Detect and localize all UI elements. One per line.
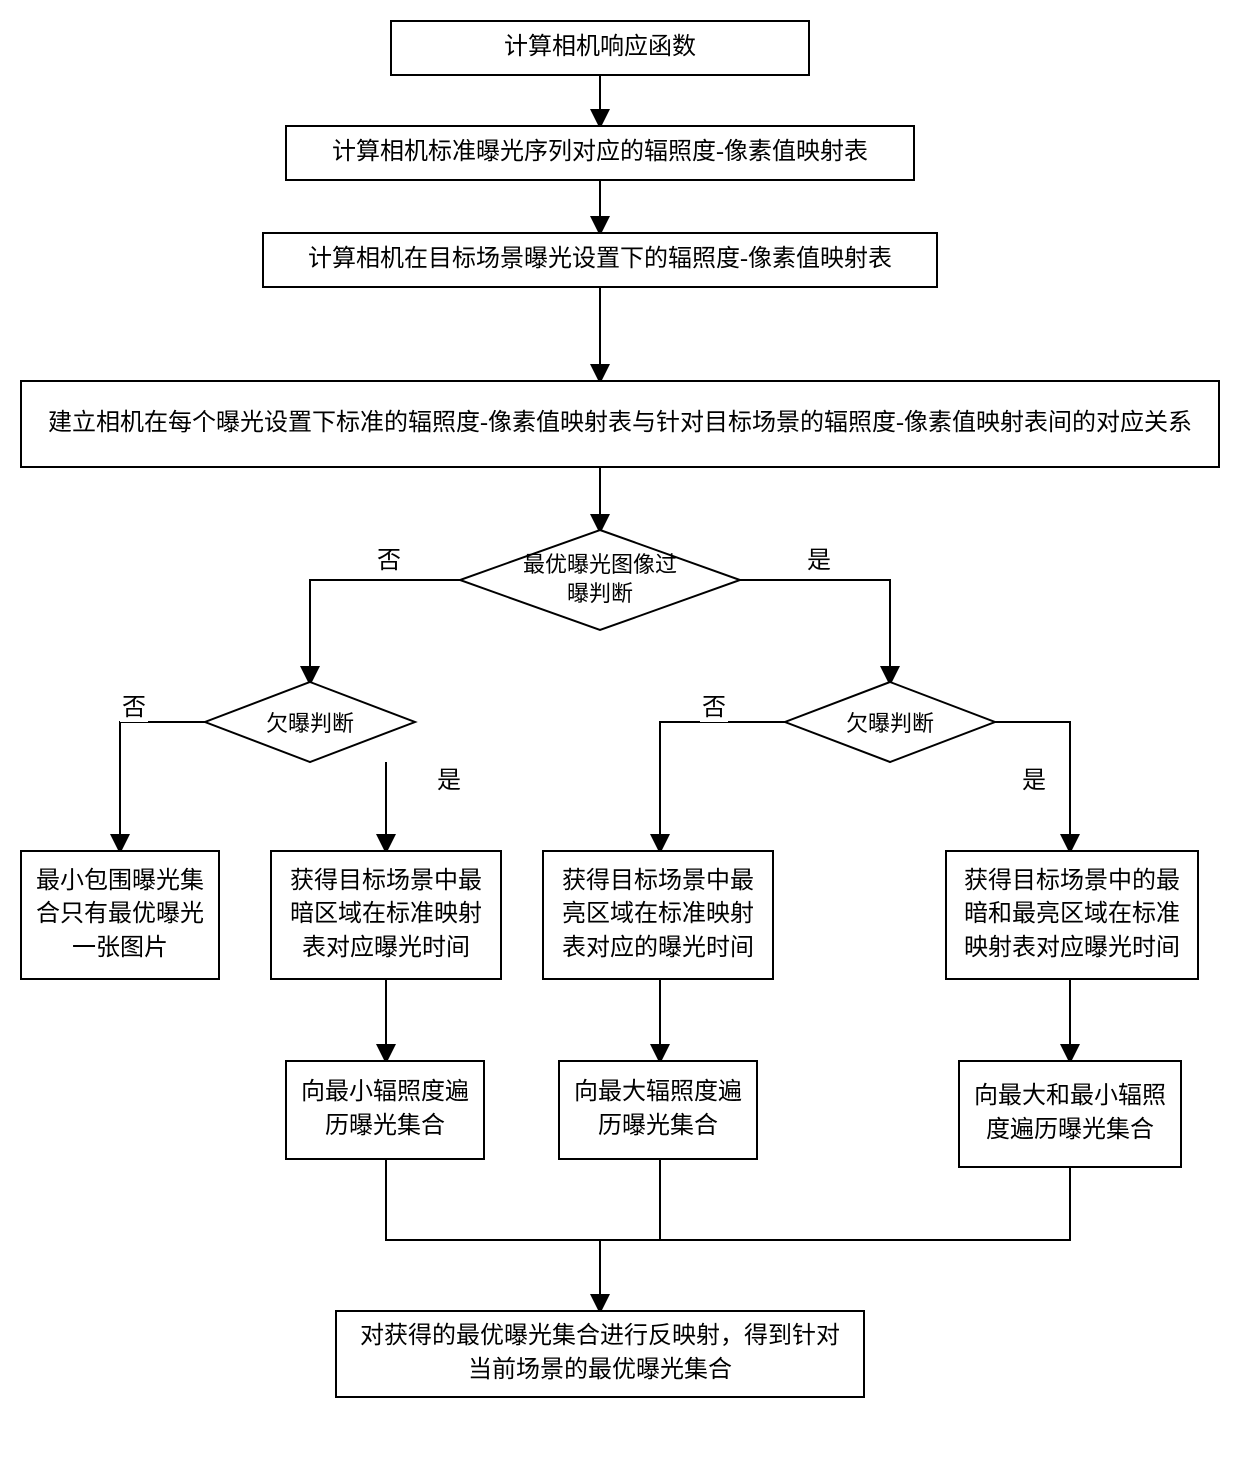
- diamond-d2-text: 欠曝判断: [205, 682, 415, 762]
- edge-label-l6: 是: [1020, 760, 1048, 795]
- edge-label-l2: 是: [805, 540, 833, 575]
- label-text: 是: [807, 548, 831, 574]
- node-r2: 获得目标场景中最暗区域在标准映射表对应曝光时间: [270, 850, 502, 980]
- edge-label-l4: 是: [435, 760, 463, 795]
- label-text: 是: [1022, 768, 1046, 794]
- node-text: 向最小辐照度遍历曝光集合: [299, 1076, 471, 1143]
- node-r4: 获得目标场景中的最暗和最亮区域在标准映射表对应曝光时间: [945, 850, 1199, 980]
- node-text: 最优曝光图像过曝判断: [515, 551, 685, 608]
- label-text: 否: [377, 548, 401, 574]
- node-text: 最小包围曝光集合只有最优曝光一张图片: [34, 865, 206, 966]
- node-text: 计算相机响应函数: [504, 31, 696, 65]
- flowchart-arrows: [0, 0, 1240, 1462]
- node-n2: 计算相机标准曝光序列对应的辐照度-像素值映射表: [285, 125, 915, 181]
- edge-label-l5: 否: [700, 687, 728, 722]
- node-text: 向最大辐照度遍历曝光集合: [572, 1076, 744, 1143]
- label-text: 是: [437, 768, 461, 794]
- node-r5: 向最小辐照度遍历曝光集合: [285, 1060, 485, 1160]
- node-text: 获得目标场景中最亮区域在标准映射表对应的曝光时间: [556, 865, 760, 966]
- node-text: 欠曝判断: [846, 706, 934, 738]
- node-n1: 计算相机响应函数: [390, 20, 810, 76]
- node-text: 计算相机在目标场景曝光设置下的辐照度-像素值映射表: [308, 243, 892, 277]
- label-text: 否: [122, 695, 146, 721]
- node-text: 获得目标场景中的最暗和最亮区域在标准映射表对应曝光时间: [959, 865, 1185, 966]
- node-text: 计算相机标准曝光序列对应的辐照度-像素值映射表: [332, 136, 868, 170]
- node-text: 向最大和最小辐照度遍历曝光集合: [972, 1080, 1168, 1147]
- label-text: 否: [702, 695, 726, 721]
- node-text: 建立相机在每个曝光设置下标准的辐照度-像素值映射表与针对目标场景的辐照度-像素值…: [48, 407, 1192, 441]
- edge-label-l3: 否: [120, 687, 148, 722]
- edge-label-l1: 否: [375, 540, 403, 575]
- node-r7: 向最大和最小辐照度遍历曝光集合: [958, 1060, 1182, 1168]
- node-n3: 计算相机在目标场景曝光设置下的辐照度-像素值映射表: [262, 232, 938, 288]
- node-text: 欠曝判断: [266, 706, 354, 738]
- node-r6: 向最大辐照度遍历曝光集合: [558, 1060, 758, 1160]
- node-text: 获得目标场景中最暗区域在标准映射表对应曝光时间: [284, 865, 488, 966]
- node-r8: 对获得的最优曝光集合进行反映射，得到针对当前场景的最优曝光集合: [335, 1310, 865, 1398]
- node-r1: 最小包围曝光集合只有最优曝光一张图片: [20, 850, 220, 980]
- node-n4: 建立相机在每个曝光设置下标准的辐照度-像素值映射表与针对目标场景的辐照度-像素值…: [20, 380, 1220, 468]
- node-text: 对获得的最优曝光集合进行反映射，得到针对当前场景的最优曝光集合: [349, 1320, 851, 1387]
- diamond-d1-text: 最优曝光图像过曝判断: [460, 530, 740, 630]
- node-r3: 获得目标场景中最亮区域在标准映射表对应的曝光时间: [542, 850, 774, 980]
- diamond-d3-text: 欠曝判断: [785, 682, 995, 762]
